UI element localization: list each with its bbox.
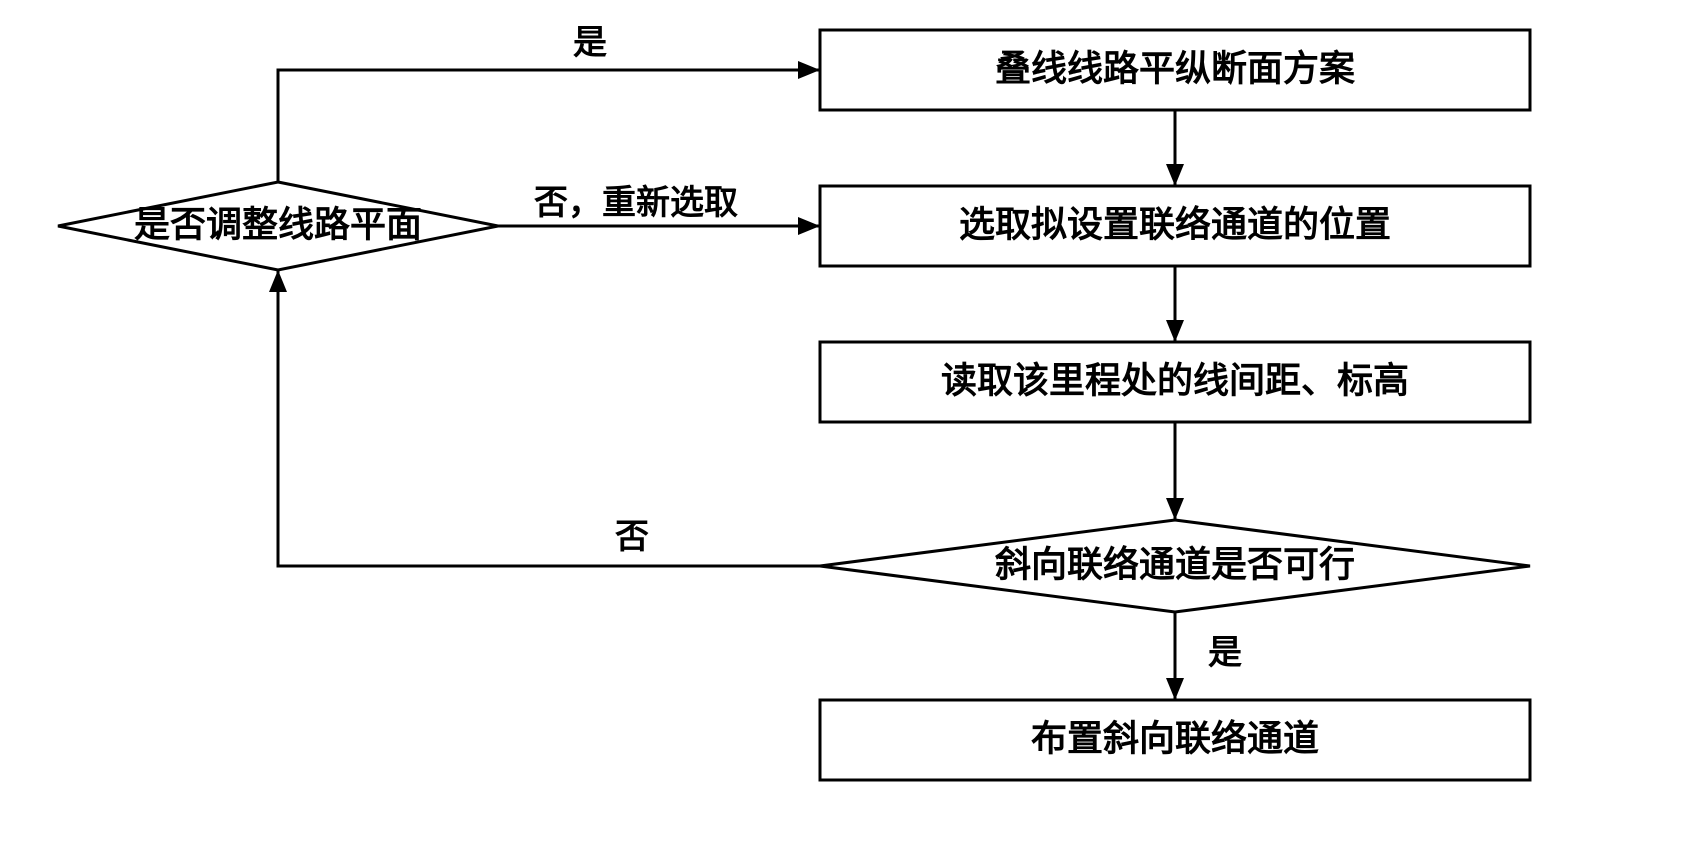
d1-label: 是否调整线路平面 bbox=[134, 204, 422, 244]
b1-label: 叠线线路平纵断面方案 bbox=[995, 48, 1356, 88]
edge-label-d1_yes: 是 bbox=[573, 25, 607, 62]
b4-label: 布置斜向联络通道 bbox=[1031, 717, 1319, 758]
edge-label-d1_no: 否，重新选取 bbox=[534, 184, 738, 222]
b2-label: 选取拟设置联络通道的位置 bbox=[959, 203, 1391, 244]
edge-label-d2_no: 否 bbox=[615, 519, 649, 556]
edge-label-d2_yes: 是 bbox=[1208, 635, 1242, 672]
edge-d1-yes bbox=[278, 70, 820, 182]
d2-label: 斜向联络通道是否可行 bbox=[995, 543, 1355, 584]
b3-label: 读取该里程处的线间距、标高 bbox=[941, 360, 1409, 400]
edge-d2-no bbox=[278, 270, 820, 566]
